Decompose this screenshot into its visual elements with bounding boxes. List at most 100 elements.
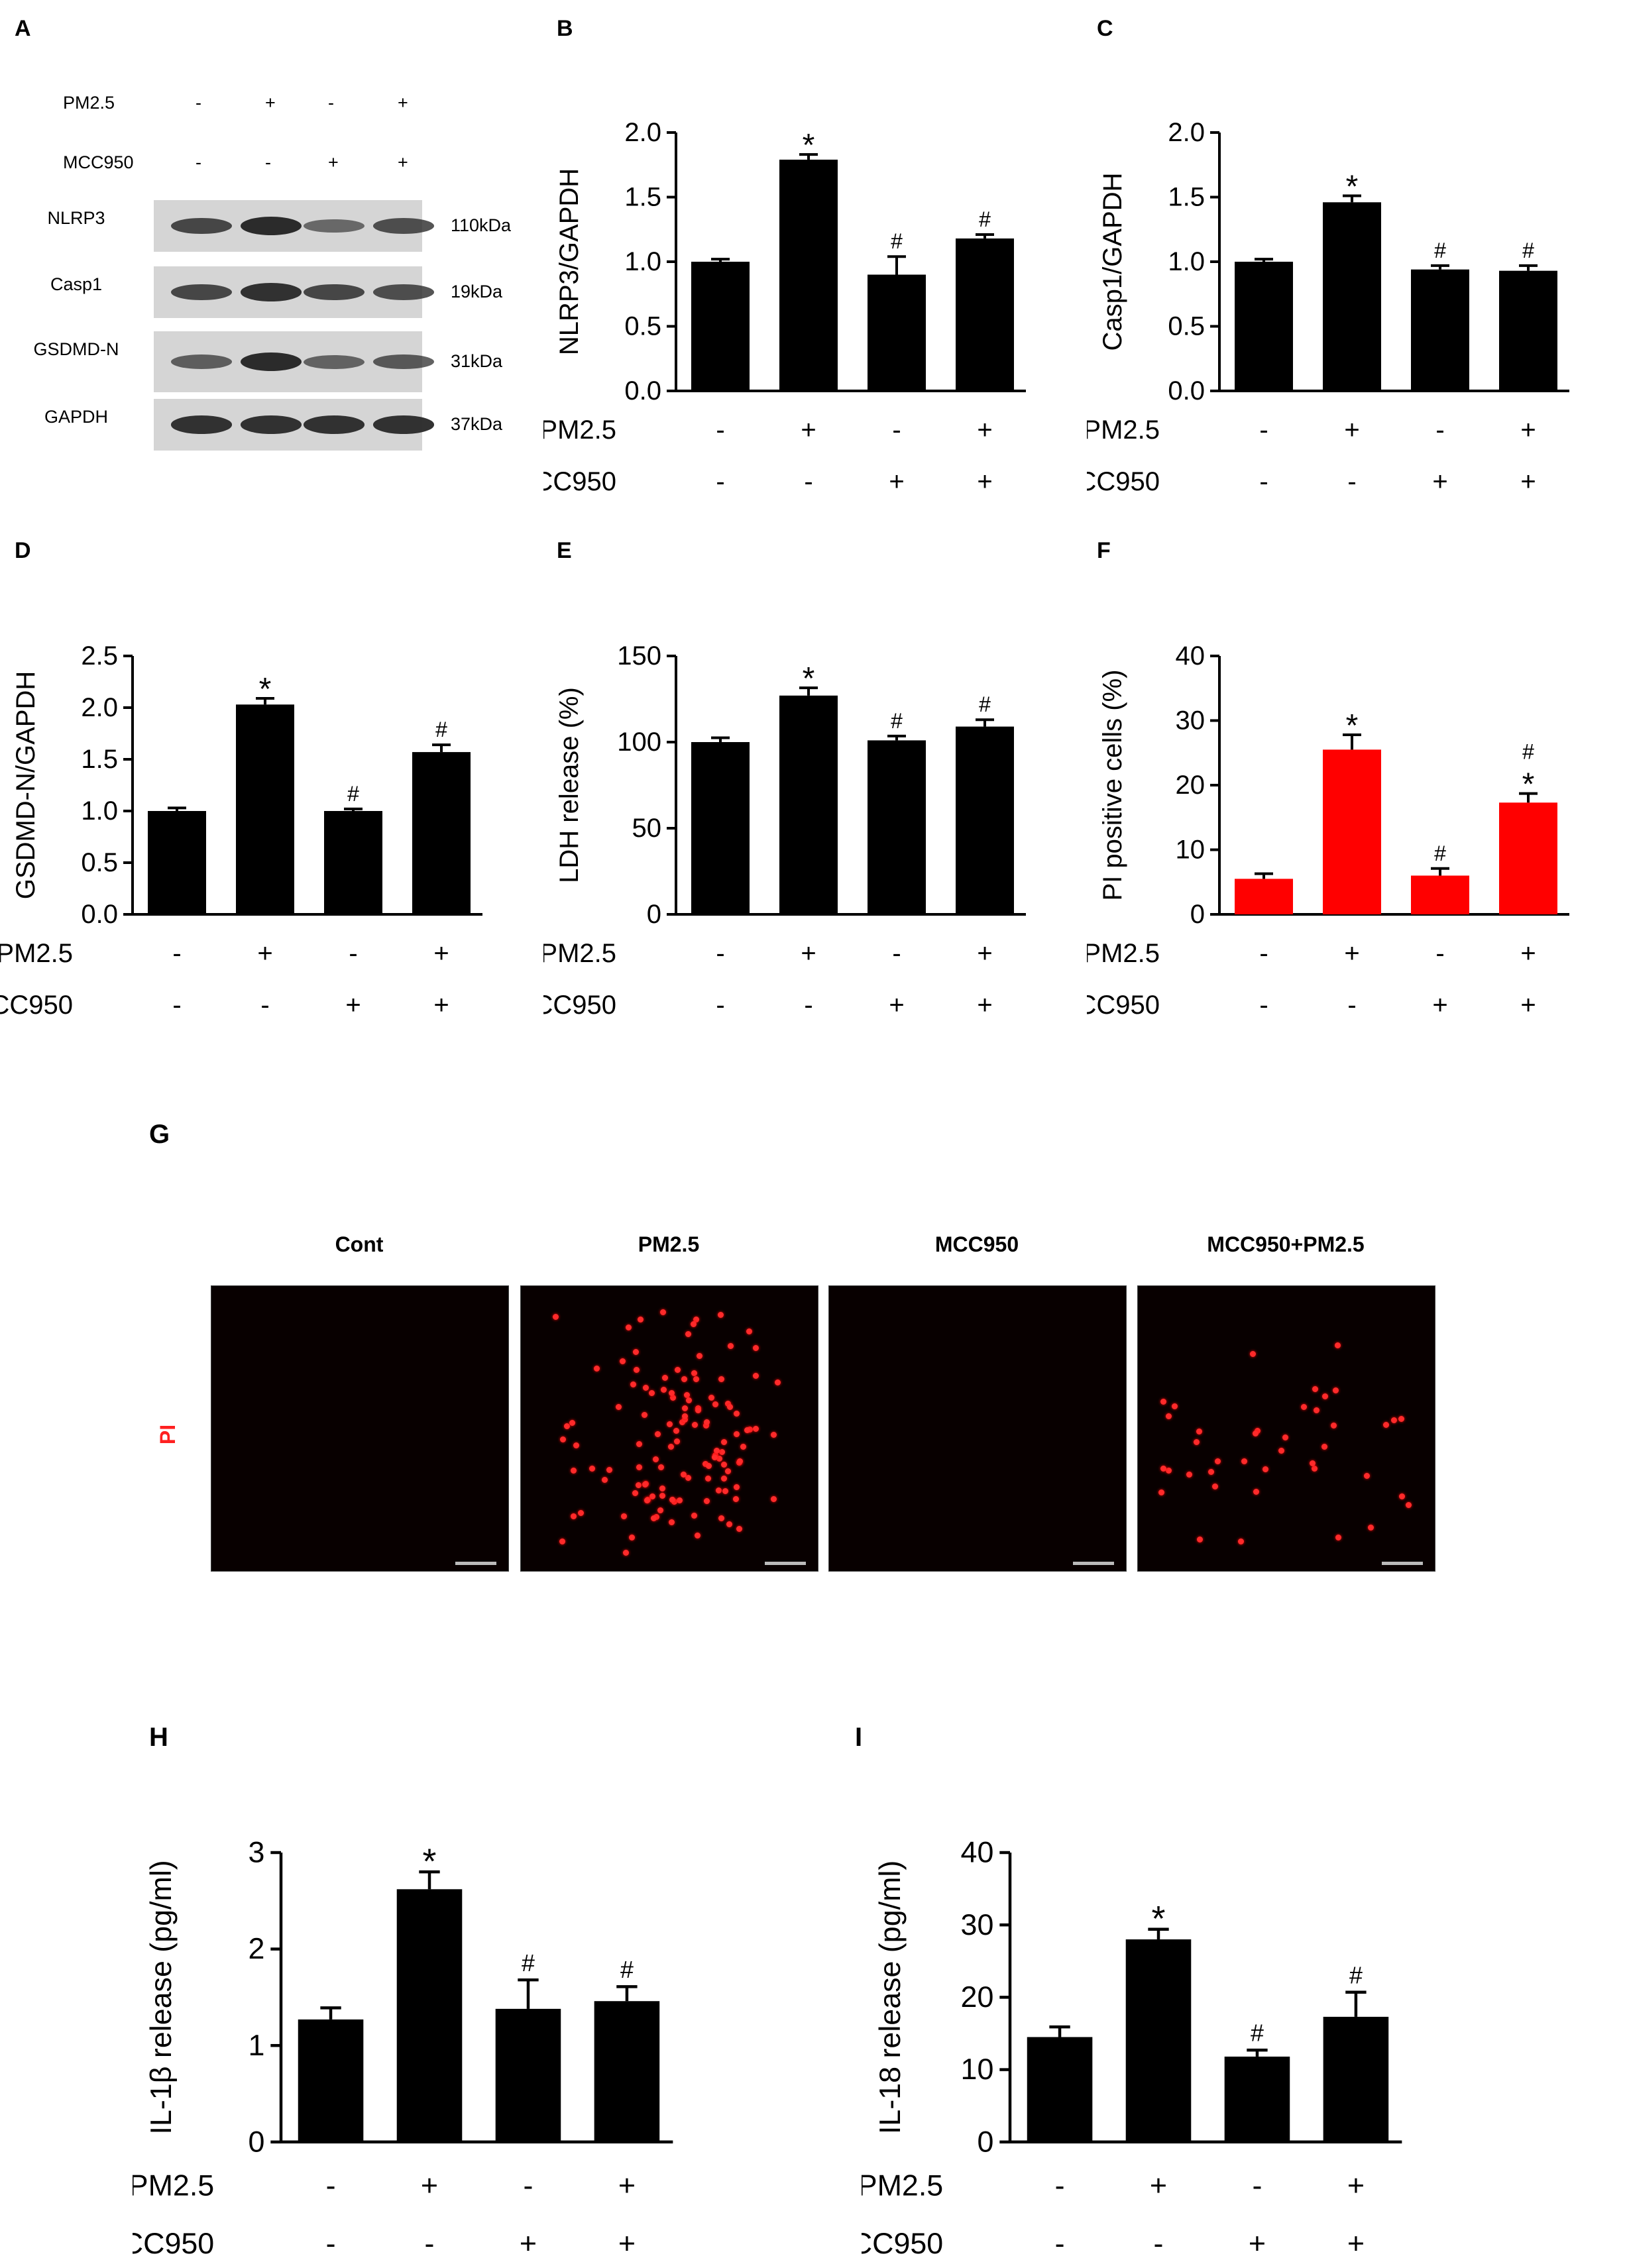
pi-positive-cell xyxy=(1196,1429,1203,1435)
pi-positive-cell xyxy=(733,1484,740,1490)
pi-positive-cell xyxy=(680,1472,687,1478)
pi-positive-cell xyxy=(676,1497,683,1504)
y-axis-label: IL-1β release (pg/ml) xyxy=(144,1860,178,2134)
group-sign: - xyxy=(349,939,357,968)
pi-positive-cell xyxy=(708,1394,714,1401)
significance-star: * xyxy=(1152,1899,1166,1939)
pi-positive-cell xyxy=(648,1390,655,1397)
pi-positive-cell xyxy=(721,1439,728,1446)
y-tick-label: 0.0 xyxy=(81,900,118,929)
y-axis-label: IL-18 release (pg/ml) xyxy=(873,1861,907,2134)
pi-positive-cell xyxy=(570,1513,577,1519)
pi-positive-cell xyxy=(1383,1422,1390,1429)
pi-positive-cell xyxy=(1398,1493,1405,1499)
group-sign: - xyxy=(716,467,724,496)
significance-star: * xyxy=(1346,708,1359,743)
pi-positive-cell xyxy=(593,1366,600,1372)
wb-blot-strip xyxy=(154,331,434,392)
y-tick-label: 1.5 xyxy=(624,183,661,212)
significance-hash: # xyxy=(1522,239,1534,262)
panel-label-d: D xyxy=(15,538,31,563)
bar xyxy=(1027,2037,1093,2142)
group-sign: - xyxy=(1259,939,1268,968)
group-sign: - xyxy=(1347,467,1356,496)
group-row-label-pm25: PM2.5 xyxy=(543,939,616,968)
y-tick-label: 100 xyxy=(617,728,661,757)
pi-positive-cell xyxy=(1334,1342,1341,1348)
y-tick-label: 2 xyxy=(248,1932,264,1965)
wb-molecular-weight: 110kDa xyxy=(451,215,512,235)
wb-band xyxy=(241,217,302,235)
pi-positive-cell xyxy=(661,1374,668,1381)
bar xyxy=(1499,802,1557,914)
pi-positive-cell xyxy=(733,1431,740,1438)
chart-pi-positive-cells: PI positive cells (%) 0 10 20 30 40 * # * # PM2.5 M… xyxy=(1087,641,1569,1020)
pi-positive-cell xyxy=(589,1466,596,1472)
microscopy-condition-title: Cont xyxy=(335,1232,384,1256)
bar xyxy=(324,811,382,914)
significance-hash: # xyxy=(347,782,359,806)
bar xyxy=(298,2019,364,2142)
y-tick-label: 1.0 xyxy=(624,247,661,276)
pi-fluorescence-image xyxy=(828,1285,1127,1572)
y-tick-label: 2.0 xyxy=(624,118,661,147)
significance-hash: # xyxy=(979,692,991,716)
group-sign: - xyxy=(523,2169,533,2202)
pi-positive-cell xyxy=(685,1330,691,1337)
bar xyxy=(779,159,838,391)
group-sign: + xyxy=(977,415,992,445)
pi-fluorescence-image xyxy=(211,1285,509,1572)
pi-positive-cell xyxy=(578,1510,585,1517)
pi-positive-cell xyxy=(601,1477,608,1484)
bar xyxy=(779,695,838,914)
y-tick-label: 30 xyxy=(961,1908,994,1941)
pi-positive-cell xyxy=(1237,1539,1244,1545)
pi-positive-cell xyxy=(573,1442,580,1448)
pi-positive-cell xyxy=(1241,1458,1248,1464)
y-tick-label: 0 xyxy=(1190,900,1205,929)
chart-il18-release: IL-18 release (pg/ml) 0 10 20 30 40 * # # PM2.5 MC… xyxy=(862,1836,1402,2260)
y-tick-label: 0.0 xyxy=(1168,376,1205,405)
pi-positive-cell xyxy=(669,1395,676,1401)
wb-band xyxy=(373,218,434,234)
pi-positive-cell xyxy=(643,1385,649,1391)
pi-positive-cell xyxy=(1186,1471,1192,1478)
pi-positive-cell xyxy=(1166,1467,1172,1474)
y-tick-label: 2.0 xyxy=(1168,118,1205,147)
y-axis-label: NLRP3/GAPDH xyxy=(555,168,584,355)
pi-positive-cell xyxy=(681,1376,687,1383)
pi-positive-cell xyxy=(681,1405,688,1411)
group-sign: + xyxy=(977,467,992,496)
pi-positive-cell xyxy=(606,1467,613,1474)
scale-bar xyxy=(1382,1562,1423,1565)
pi-positive-cell xyxy=(718,1448,725,1455)
pi-positive-cell xyxy=(560,1436,566,1442)
group-sign: - xyxy=(1154,2227,1164,2260)
y-tick-label: 0 xyxy=(977,2125,993,2158)
group-row-label-mcc950: MCC950 xyxy=(1087,467,1160,496)
pi-positive-cell xyxy=(1160,1399,1166,1405)
pi-positive-cell xyxy=(1330,1422,1337,1429)
group-sign: - xyxy=(1259,415,1268,445)
pi-positive-cell xyxy=(771,1431,777,1438)
pi-positive-cell xyxy=(1254,1427,1261,1434)
y-tick-label: 2.0 xyxy=(81,693,118,722)
wb-band xyxy=(373,354,434,370)
pi-positive-cell xyxy=(736,1525,742,1532)
wb-protein-label: GAPDH xyxy=(44,407,109,427)
pi-fluorescence-image xyxy=(520,1285,818,1572)
pi-positive-cell xyxy=(1311,1465,1318,1472)
panel-label-i: I xyxy=(855,1723,863,1752)
pi-positive-cell xyxy=(718,1515,725,1521)
pi-positive-cell xyxy=(728,1343,734,1350)
pi-positive-cell xyxy=(623,1550,630,1556)
group-row-label-mcc950: MCC950 xyxy=(1087,991,1160,1020)
pi-positive-cell xyxy=(702,1422,709,1429)
pi-positive-cell xyxy=(1278,1448,1284,1454)
pi-positive-cell xyxy=(1301,1404,1308,1411)
wb-band xyxy=(241,283,302,301)
wb-blot-strip xyxy=(154,399,434,451)
pi-positive-cell xyxy=(1215,1458,1221,1465)
pi-positive-cell xyxy=(770,1495,777,1502)
pi-positive-cell xyxy=(693,1376,699,1382)
